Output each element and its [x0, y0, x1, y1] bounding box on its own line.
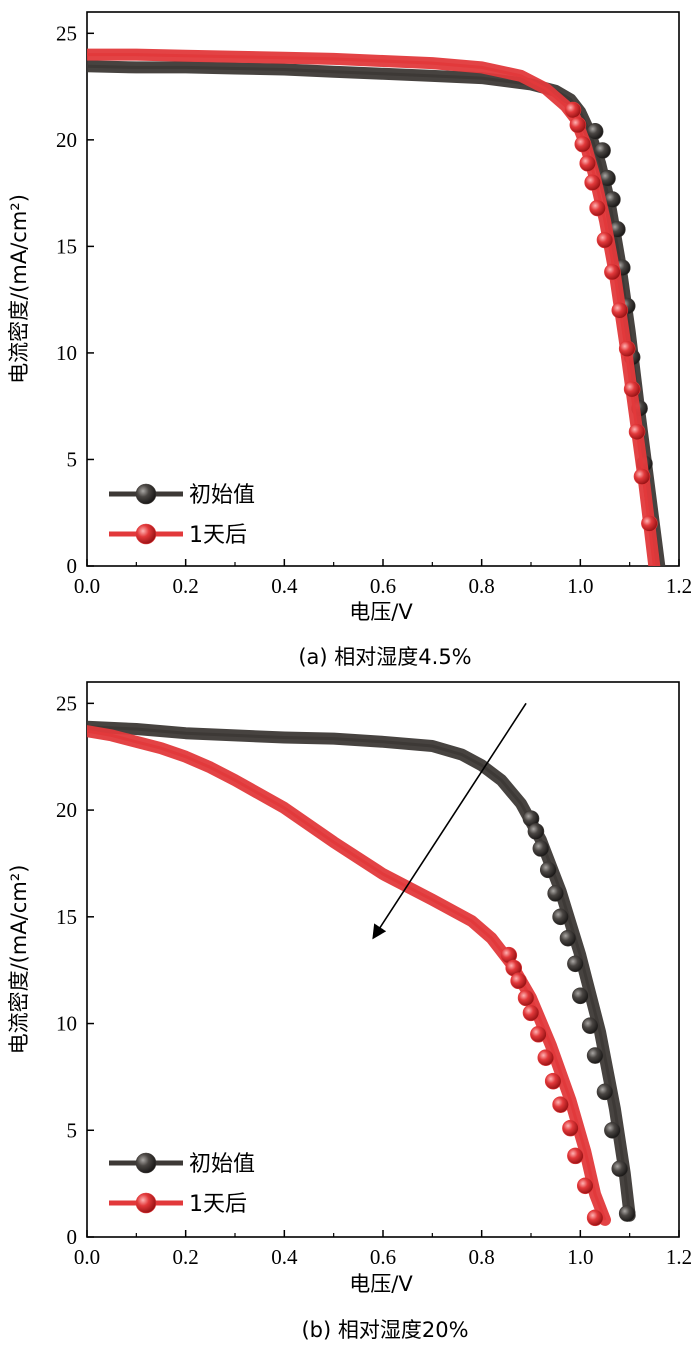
data-point — [510, 972, 527, 990]
data-point — [517, 989, 535, 1007]
y-tick-label: 0 — [67, 554, 78, 578]
series-after — [87, 725, 611, 1227]
series-line-initial — [87, 725, 632, 1216]
x-tick-label: 0.0 — [74, 574, 100, 598]
data-point — [581, 1017, 599, 1034]
series-band-initial — [87, 720, 636, 1222]
data-point — [611, 1160, 629, 1177]
y-tick-label: 15 — [56, 234, 77, 258]
x-tick-label: 1.0 — [567, 1245, 593, 1269]
y-tick-label: 10 — [56, 1012, 77, 1036]
chart-panel-b: (b) 相对湿度20% 0.0 0.2 0.4 0.6 0.8 1.0 1.2 0 5 10 15 2… — [7, 681, 692, 1342]
x-tick-label: 0.0 — [74, 1245, 100, 1269]
data-point — [586, 123, 604, 140]
data-point — [579, 154, 597, 172]
y-axis-title: 电流密度/(mA/cm²) — [7, 865, 31, 1055]
y-tick-label: 25 — [56, 21, 77, 45]
data-point — [567, 1147, 584, 1165]
data-point — [522, 1004, 540, 1022]
x-tick-label: 0.4 — [271, 574, 298, 598]
data-point — [586, 1209, 604, 1227]
x-tick-label: 0.4 — [271, 1245, 298, 1269]
y-axis-title: 电流密度/(mA/cm²) — [7, 194, 31, 384]
data-point — [618, 340, 636, 357]
data-point — [576, 1177, 594, 1195]
data-point — [611, 302, 629, 319]
x-tick-label: 0.2 — [173, 1245, 199, 1269]
data-point — [604, 263, 621, 281]
legend-label: 1天后 — [189, 1192, 247, 1217]
y-tick-label: 20 — [56, 798, 77, 822]
x-axis-title: 电压/V — [349, 1272, 413, 1296]
series-line-after — [87, 53, 656, 566]
y-tick-label: 5 — [67, 447, 78, 471]
series-initial — [87, 720, 636, 1222]
legend-marker — [135, 523, 157, 545]
data-point — [539, 861, 557, 879]
data-point — [552, 908, 569, 926]
data-point — [530, 1025, 547, 1043]
x-tick-label: 0.6 — [370, 574, 396, 598]
data-point — [574, 135, 592, 153]
data-point — [584, 174, 601, 191]
legend-label: 1天后 — [189, 523, 247, 548]
series-after — [87, 48, 661, 566]
caption-b: (b) 相对湿度20% — [301, 1318, 468, 1342]
data-point — [586, 1047, 604, 1064]
x-axis-title: 电压/V — [349, 600, 413, 624]
data-point — [596, 231, 614, 249]
data-point — [562, 1119, 579, 1137]
legend-label: 初始值 — [189, 1152, 255, 1177]
data-point — [552, 1096, 569, 1113]
legend-marker — [135, 483, 157, 505]
x-tick-label: 0.2 — [173, 574, 199, 598]
data-point — [527, 823, 545, 840]
data-point — [559, 929, 577, 947]
x-tick-label: 1.2 — [666, 1245, 692, 1269]
y-tick-label: 5 — [67, 1118, 78, 1142]
data-point — [589, 199, 606, 217]
y-tick-label: 15 — [56, 905, 77, 929]
plot-frame — [86, 11, 680, 567]
y-tick-label: 10 — [56, 341, 77, 365]
y-tick-label: 0 — [67, 1225, 78, 1249]
x-tick-label: 1.2 — [666, 574, 692, 598]
data-point — [564, 101, 582, 119]
chart-panel-a: (a) 相对湿度4.5% 0.0 0.2 0.4 0.6 0.8 1.0 1.2 0 5 10 15… — [7, 11, 692, 669]
data-point — [544, 1072, 562, 1090]
legend-marker — [135, 1152, 157, 1174]
data-point — [604, 1121, 621, 1139]
data-point — [569, 116, 587, 134]
series-initial — [87, 60, 666, 566]
data-point — [547, 885, 564, 902]
x-tick-label: 0.6 — [370, 1245, 396, 1269]
trend-arrow — [372, 702, 527, 940]
data-point — [596, 1083, 614, 1101]
series-line-initial — [87, 64, 661, 566]
x-tick-label: 0.8 — [469, 1245, 495, 1269]
data-point — [572, 987, 589, 1005]
y-tick-label: 25 — [56, 691, 77, 715]
y-tick-label: 20 — [56, 128, 77, 152]
x-tick-label: 1.0 — [567, 574, 593, 598]
data-point — [594, 142, 611, 159]
legend-marker — [135, 1192, 157, 1214]
series-band-after — [87, 48, 661, 566]
data-point — [567, 955, 584, 973]
series-line-after — [87, 729, 607, 1221]
data-point — [532, 840, 550, 857]
data-point — [628, 423, 646, 441]
series-band-initial — [87, 60, 666, 566]
data-point — [641, 515, 658, 532]
data-point — [623, 380, 641, 398]
legend-label: 初始值 — [189, 483, 255, 508]
caption-a: (a) 相对湿度4.5% — [298, 645, 471, 669]
x-tick-label: 0.8 — [469, 574, 495, 598]
data-point — [633, 468, 651, 485]
data-point — [618, 1205, 636, 1222]
data-point — [537, 1049, 555, 1066]
